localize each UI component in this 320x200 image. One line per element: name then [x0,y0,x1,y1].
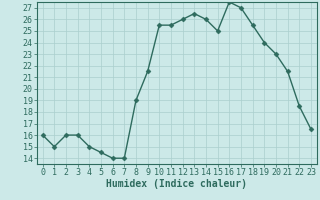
X-axis label: Humidex (Indice chaleur): Humidex (Indice chaleur) [106,179,247,189]
